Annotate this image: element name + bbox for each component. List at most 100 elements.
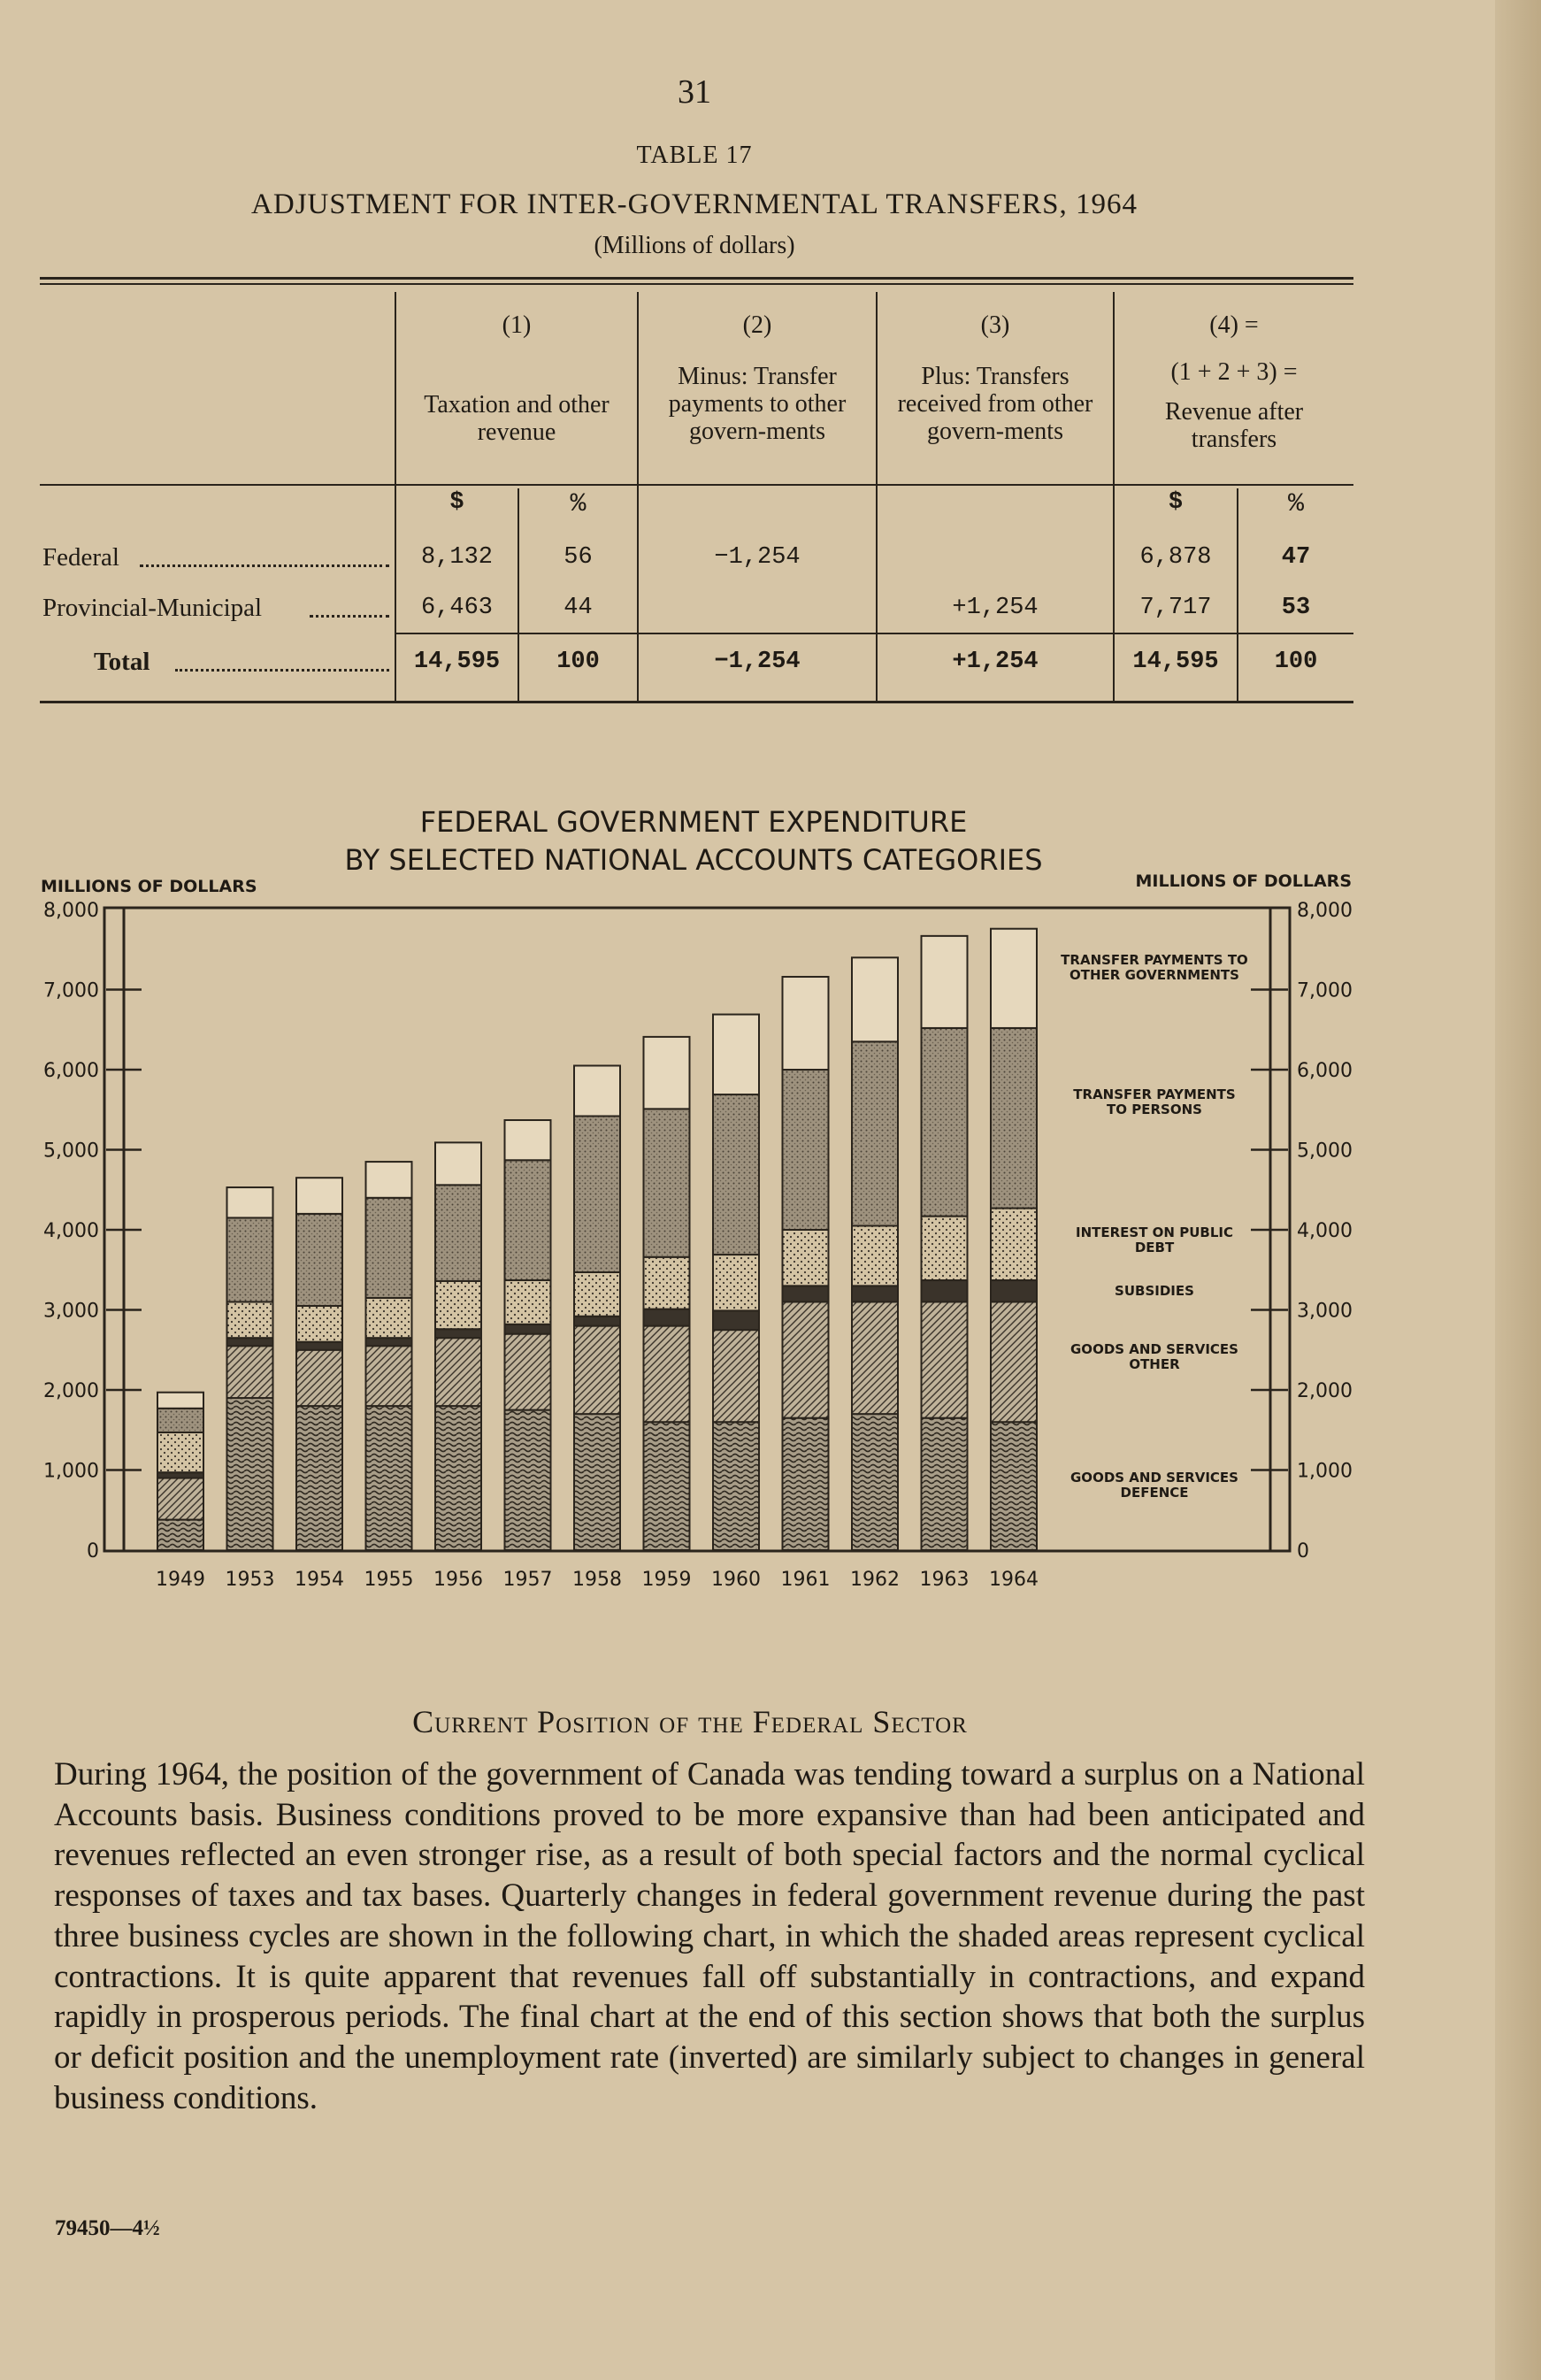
legend-label: GOODS AND SERVICES (1070, 1470, 1238, 1486)
x-tick-label: 1958 (572, 1569, 622, 1591)
table-col-divider (1113, 292, 1115, 701)
bar-segment (642, 1421, 691, 1552)
legend-label: DEBT (1135, 1240, 1175, 1255)
y-tick-label-right: 7,000 (1297, 980, 1353, 1002)
col3-number: (3) (980, 311, 1010, 339)
cell-total-c1-pct: 100 (556, 649, 600, 675)
bar-segment (157, 1391, 204, 1409)
plot-frame (103, 906, 1292, 1553)
col1-unit-dollar: $ (449, 489, 464, 516)
body-paragraph: During 1964, the position of the governm… (54, 1756, 1365, 2116)
bar-stack-1964 (990, 927, 1038, 1552)
table-subcol-divider (518, 488, 519, 701)
bar-segment (157, 1431, 204, 1474)
y-tick-label-right: 8,000 (1297, 900, 1353, 922)
bar-segment (503, 1409, 552, 1551)
table-col-divider (876, 292, 878, 701)
x-tick-label: 1949 (156, 1569, 205, 1591)
y-tick-label-right: 1,000 (1297, 1461, 1353, 1483)
legend-label: TO PERSONS (1107, 1102, 1202, 1117)
cell-federal-c4-amount: 6,878 (1139, 544, 1212, 571)
cell-federal-c4-pct: 47 (1281, 544, 1311, 571)
y-tick-label-left: 3,000 (43, 1301, 99, 1323)
bar-segment (781, 1285, 830, 1303)
bar-segment (781, 976, 830, 1071)
expenditure-chart: FEDERAL GOVERNMENT EXPENDITURE BY SELECT… (41, 805, 1353, 1591)
x-tick-label: 1954 (295, 1569, 344, 1591)
bar-segment (642, 1108, 691, 1258)
cell-total-c3: +1,254 (952, 649, 1039, 675)
section-heading: Current Position of the Federal Sector (412, 1704, 968, 1739)
cell-provincial-c3: +1,254 (952, 595, 1039, 621)
legend-label: GOODS AND SERVICES (1070, 1341, 1238, 1357)
bar-stack-1961 (781, 976, 830, 1551)
cell-provincial-c4-pct: 53 (1281, 595, 1311, 621)
cell-total-c4-amount: 14,595 (1132, 649, 1219, 675)
bar-segment (781, 1301, 830, 1419)
legend-label: OTHER GOVERNMENTS (1070, 967, 1239, 983)
col2-header: Minus: Transfer payments to other govern… (668, 363, 847, 445)
cell-total-c4-pct: 100 (1274, 649, 1318, 675)
bar-stack-1953 (226, 1186, 274, 1551)
bar-segment (851, 956, 899, 1043)
bar-stack-1954 (295, 1177, 343, 1551)
bar-segment (364, 1296, 413, 1340)
bar-segment (573, 1271, 621, 1317)
bar-stack-1959 (642, 1035, 691, 1552)
bar-segment (573, 1115, 621, 1273)
row-leader (175, 669, 389, 672)
table-col-divider (637, 292, 639, 701)
bar-segment (503, 1332, 552, 1411)
bar-segment (434, 1279, 482, 1331)
table-bottom-rule (40, 701, 1353, 703)
bar-segment (295, 1304, 343, 1343)
bar-segment (920, 1215, 969, 1282)
x-tick-label: 1956 (433, 1569, 483, 1591)
col1-unit-percent: % (570, 489, 586, 519)
x-tick-label: 1957 (503, 1569, 553, 1591)
legend-label: TRANSFER PAYMENTS TO (1061, 952, 1248, 968)
bar-segment (295, 1212, 343, 1307)
bar-stack-1955 (364, 1161, 413, 1551)
col4-number: (4) = (1209, 311, 1259, 339)
bar-segment (712, 1329, 760, 1424)
y-tick-label-right: 0 (1297, 1540, 1309, 1562)
bar-segment (226, 1301, 274, 1340)
bar-segment (920, 1416, 969, 1551)
cell-provincial-c1-amount: 6,463 (420, 595, 493, 621)
bar-stack-1960 (712, 1013, 760, 1552)
x-tick-label: 1962 (850, 1569, 900, 1591)
bar-segment (712, 1421, 760, 1552)
bar-segment (434, 1337, 482, 1408)
bar-stacks (157, 927, 1038, 1552)
bar-segment (434, 1184, 482, 1282)
bar-segment (851, 1301, 899, 1416)
bar-segment (295, 1177, 343, 1215)
bar-segment (920, 1026, 969, 1217)
bar-stack-1962 (851, 956, 899, 1552)
footer-code: 79450—4½ (55, 2216, 160, 2240)
y-tick-label-left: 5,000 (43, 1140, 99, 1163)
bar-segment (851, 1225, 899, 1287)
bar-segment (990, 1207, 1038, 1282)
bar-segment (851, 1285, 899, 1303)
bar-segment (573, 1413, 621, 1552)
bar-segment (781, 1416, 830, 1551)
row-leader (310, 615, 389, 618)
col4-unit-percent: % (1287, 489, 1304, 519)
bar-segment (295, 1348, 343, 1408)
bar-segment (157, 1477, 204, 1521)
bar-segment (295, 1405, 343, 1551)
y-tick-label-left: 0 (87, 1540, 99, 1562)
bar-segment (364, 1161, 413, 1199)
y-tick-label-left: 6,000 (43, 1060, 99, 1082)
page-number: 31 (678, 73, 711, 111)
bar-segment (226, 1217, 274, 1303)
bar-stack-1963 (920, 934, 969, 1551)
x-tick-label: 1963 (920, 1569, 970, 1591)
y-tick-label-left: 1,000 (43, 1461, 99, 1483)
cell-provincial-c1-pct: 44 (564, 595, 593, 621)
col4-header: Revenue after transfers (1164, 398, 1304, 453)
bar-segment (157, 1407, 204, 1433)
